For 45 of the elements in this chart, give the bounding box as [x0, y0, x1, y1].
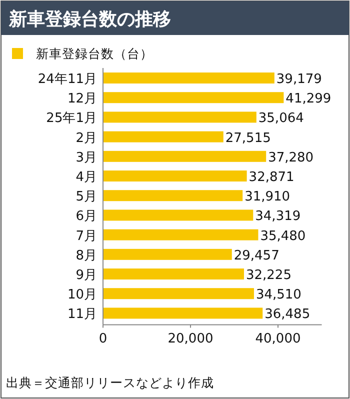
text: 39,179	[276, 72, 322, 87]
y-tick-label: 6月	[76, 209, 97, 224]
bar	[103, 190, 243, 202]
y-tick-label: 9月	[76, 268, 97, 283]
chart-title: 新車登録台数の推移	[8, 9, 171, 30]
bar	[103, 72, 274, 84]
text: 35,064	[258, 111, 304, 126]
bar	[103, 308, 263, 319]
x-tick-label: 20,000	[168, 332, 214, 347]
y-tick-label: 12月	[67, 92, 97, 107]
y-tick-label: 7月	[76, 228, 97, 244]
y-tick-label: 10月	[67, 288, 97, 303]
bar	[103, 112, 256, 123]
bar	[103, 248, 232, 260]
y-tick-label: 4月	[76, 170, 97, 185]
text: 32,871	[248, 170, 294, 185]
y-tick-label: 2月	[76, 130, 97, 146]
bar	[103, 288, 254, 300]
text: 29,457	[234, 248, 280, 264]
text: 34,319	[255, 209, 301, 224]
bar	[103, 210, 254, 221]
source-note: 出典＝交通部リリースなどより作成	[6, 375, 214, 390]
y-tick-label: 8月	[76, 248, 97, 264]
y-tick-label: 3月	[76, 150, 97, 166]
bar	[103, 170, 247, 182]
bar	[103, 229, 258, 240]
x-tick-label: 40,000	[255, 332, 301, 347]
text: 32,225	[246, 268, 292, 283]
text: 35,480	[260, 228, 306, 244]
text: 37,280	[268, 150, 314, 166]
y-tick-label: 11月	[67, 307, 97, 322]
y-tick-label: 25年1月	[46, 111, 97, 126]
bar	[103, 268, 244, 280]
text: 27,515	[225, 130, 271, 146]
y-tick-label: 5月	[76, 190, 97, 205]
y-tick-label: 24年11月	[38, 72, 97, 87]
text: 41,299	[286, 92, 332, 107]
bar	[103, 150, 266, 162]
text: 34,510	[256, 288, 302, 303]
bar	[103, 131, 224, 142]
x-tick-label: 0	[98, 332, 108, 347]
legend-label: 新車登録台数（台）	[36, 46, 153, 61]
bar	[103, 92, 284, 104]
text: 36,485	[264, 307, 310, 322]
text: 31,910	[244, 190, 290, 205]
